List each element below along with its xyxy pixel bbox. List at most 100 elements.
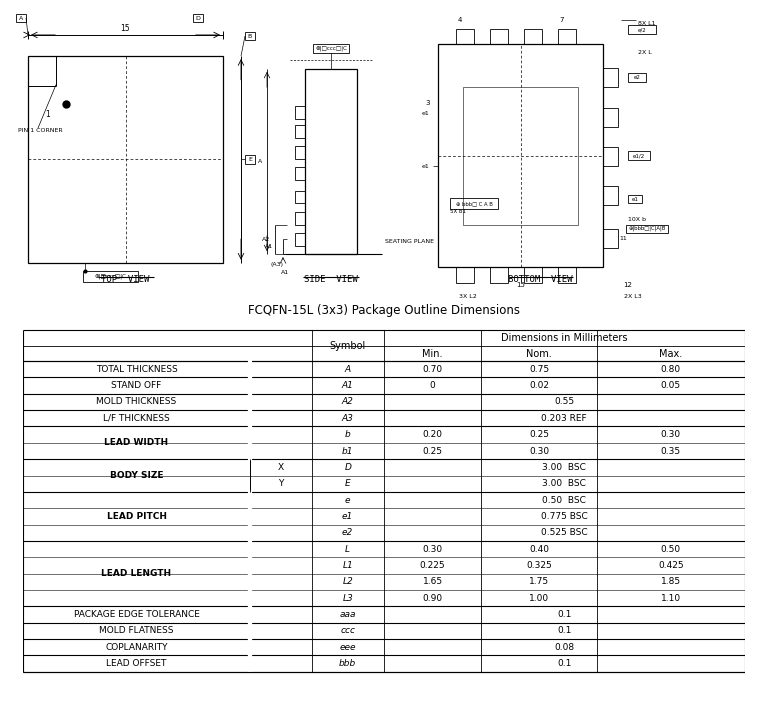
Text: 0.40: 0.40: [529, 544, 549, 554]
Bar: [295, 125, 305, 138]
Text: 7: 7: [560, 17, 564, 23]
Text: 0.30: 0.30: [529, 446, 549, 455]
Text: L: L: [345, 544, 350, 554]
Text: BOTTOM  VIEW: BOTTOM VIEW: [508, 275, 573, 284]
Text: 0.1: 0.1: [557, 626, 572, 635]
Text: aaa: aaa: [340, 610, 356, 619]
Text: 0: 0: [429, 381, 435, 390]
Text: SEATING PLANE: SEATING PLANE: [385, 239, 434, 244]
Text: 0.25: 0.25: [423, 446, 442, 455]
Text: 0.55: 0.55: [554, 397, 575, 407]
Text: TOTAL THICKNESS: TOTAL THICKNESS: [96, 365, 177, 373]
Text: 0.90: 0.90: [423, 594, 442, 603]
Bar: [16, 14, 26, 22]
Text: 1.00: 1.00: [529, 594, 549, 603]
Text: 3.00  BSC: 3.00 BSC: [543, 479, 586, 489]
Text: D: D: [195, 16, 201, 20]
Bar: [490, 28, 508, 44]
Bar: [603, 148, 618, 167]
Text: 0.1: 0.1: [557, 659, 572, 668]
Text: L2: L2: [342, 578, 353, 587]
Text: e1/2: e1/2: [633, 153, 645, 158]
Text: 3X L2: 3X L2: [459, 294, 477, 299]
Text: 0.775 BSC: 0.775 BSC: [541, 512, 587, 521]
Text: PIN 1 CORNER: PIN 1 CORNER: [18, 128, 62, 133]
Text: TOP  VIEW: TOP VIEW: [101, 275, 150, 284]
Bar: [628, 25, 656, 34]
Bar: [490, 267, 508, 282]
Text: MOLD THICKNESS: MOLD THICKNESS: [97, 397, 176, 407]
Bar: [524, 28, 542, 44]
Text: PACKAGE EDGE TOLERANCE: PACKAGE EDGE TOLERANCE: [74, 610, 199, 619]
Text: b1: b1: [342, 446, 353, 455]
Text: E: E: [345, 479, 350, 489]
Text: bbb: bbb: [339, 659, 356, 668]
Text: 12: 12: [623, 282, 632, 288]
Text: X: X: [278, 463, 284, 472]
Text: 1.85: 1.85: [660, 578, 681, 587]
Text: COPLANARITY: COPLANARITY: [106, 642, 168, 652]
Bar: [295, 146, 305, 159]
Text: e1: e1: [422, 164, 430, 169]
Text: A: A: [19, 16, 23, 20]
Text: e1: e1: [632, 196, 638, 202]
Text: A: A: [344, 365, 351, 373]
Text: ccc: ccc: [340, 626, 355, 635]
Bar: [603, 229, 618, 248]
Text: FCQFN-15L (3x3) Package Outline Dimensions: FCQFN-15L (3x3) Package Outline Dimensio…: [248, 304, 520, 316]
Bar: [626, 225, 668, 233]
Bar: [295, 106, 305, 119]
Text: ⊕ bbb□ C A B: ⊕ bbb□ C A B: [455, 201, 492, 206]
Text: ⊕|bbb□|C|A|B: ⊕|bbb□|C|A|B: [629, 226, 666, 232]
Text: Max.: Max.: [659, 349, 682, 359]
Bar: [305, 69, 357, 254]
Bar: [295, 191, 305, 203]
Text: 0.425: 0.425: [658, 561, 683, 570]
Text: LEAD PITCH: LEAD PITCH: [106, 512, 166, 521]
Bar: [603, 186, 618, 205]
Bar: [628, 195, 642, 203]
Bar: [295, 212, 305, 225]
Text: E: E: [248, 157, 252, 162]
Text: STAND OFF: STAND OFF: [112, 381, 162, 390]
Bar: [438, 44, 603, 267]
Text: 0.225: 0.225: [420, 561, 445, 570]
Text: LEAD WIDTH: LEAD WIDTH: [104, 438, 169, 448]
Text: 0.80: 0.80: [660, 365, 681, 373]
Bar: [456, 267, 474, 282]
Text: Y: Y: [278, 479, 283, 489]
Text: 0.35: 0.35: [660, 446, 681, 455]
Text: L3: L3: [342, 594, 353, 603]
Text: Min.: Min.: [423, 349, 443, 359]
Bar: [28, 56, 223, 263]
Text: ⊗|□ccc□|C: ⊗|□ccc□|C: [315, 46, 347, 52]
Bar: [603, 68, 618, 87]
Text: 0.02: 0.02: [529, 381, 549, 390]
Bar: [245, 32, 255, 40]
Text: 11: 11: [619, 236, 627, 241]
Bar: [450, 198, 498, 209]
Text: A: A: [258, 159, 262, 164]
Text: 2X L: 2X L: [638, 50, 652, 56]
Bar: [456, 28, 474, 44]
Text: A1: A1: [281, 270, 289, 275]
Text: 0.50  BSC: 0.50 BSC: [543, 496, 586, 505]
Text: 8X L1: 8X L1: [638, 20, 655, 26]
Bar: [295, 233, 305, 246]
Text: A1: A1: [265, 244, 273, 249]
Text: 0.50: 0.50: [660, 544, 681, 554]
Text: e/2: e/2: [638, 27, 646, 32]
Text: 0.525 BSC: 0.525 BSC: [541, 528, 587, 537]
Text: A2: A2: [261, 237, 270, 242]
Text: 2X L3: 2X L3: [624, 294, 642, 299]
Text: 0.203 REF: 0.203 REF: [541, 414, 587, 423]
Bar: [295, 167, 305, 180]
Bar: [313, 44, 349, 53]
Bar: [558, 28, 576, 44]
Text: 3: 3: [426, 100, 430, 106]
Text: 0.30: 0.30: [660, 430, 681, 439]
Text: 1: 1: [46, 110, 50, 119]
Bar: [83, 271, 138, 282]
Text: A3: A3: [342, 414, 353, 423]
Text: 0.70: 0.70: [423, 365, 442, 373]
